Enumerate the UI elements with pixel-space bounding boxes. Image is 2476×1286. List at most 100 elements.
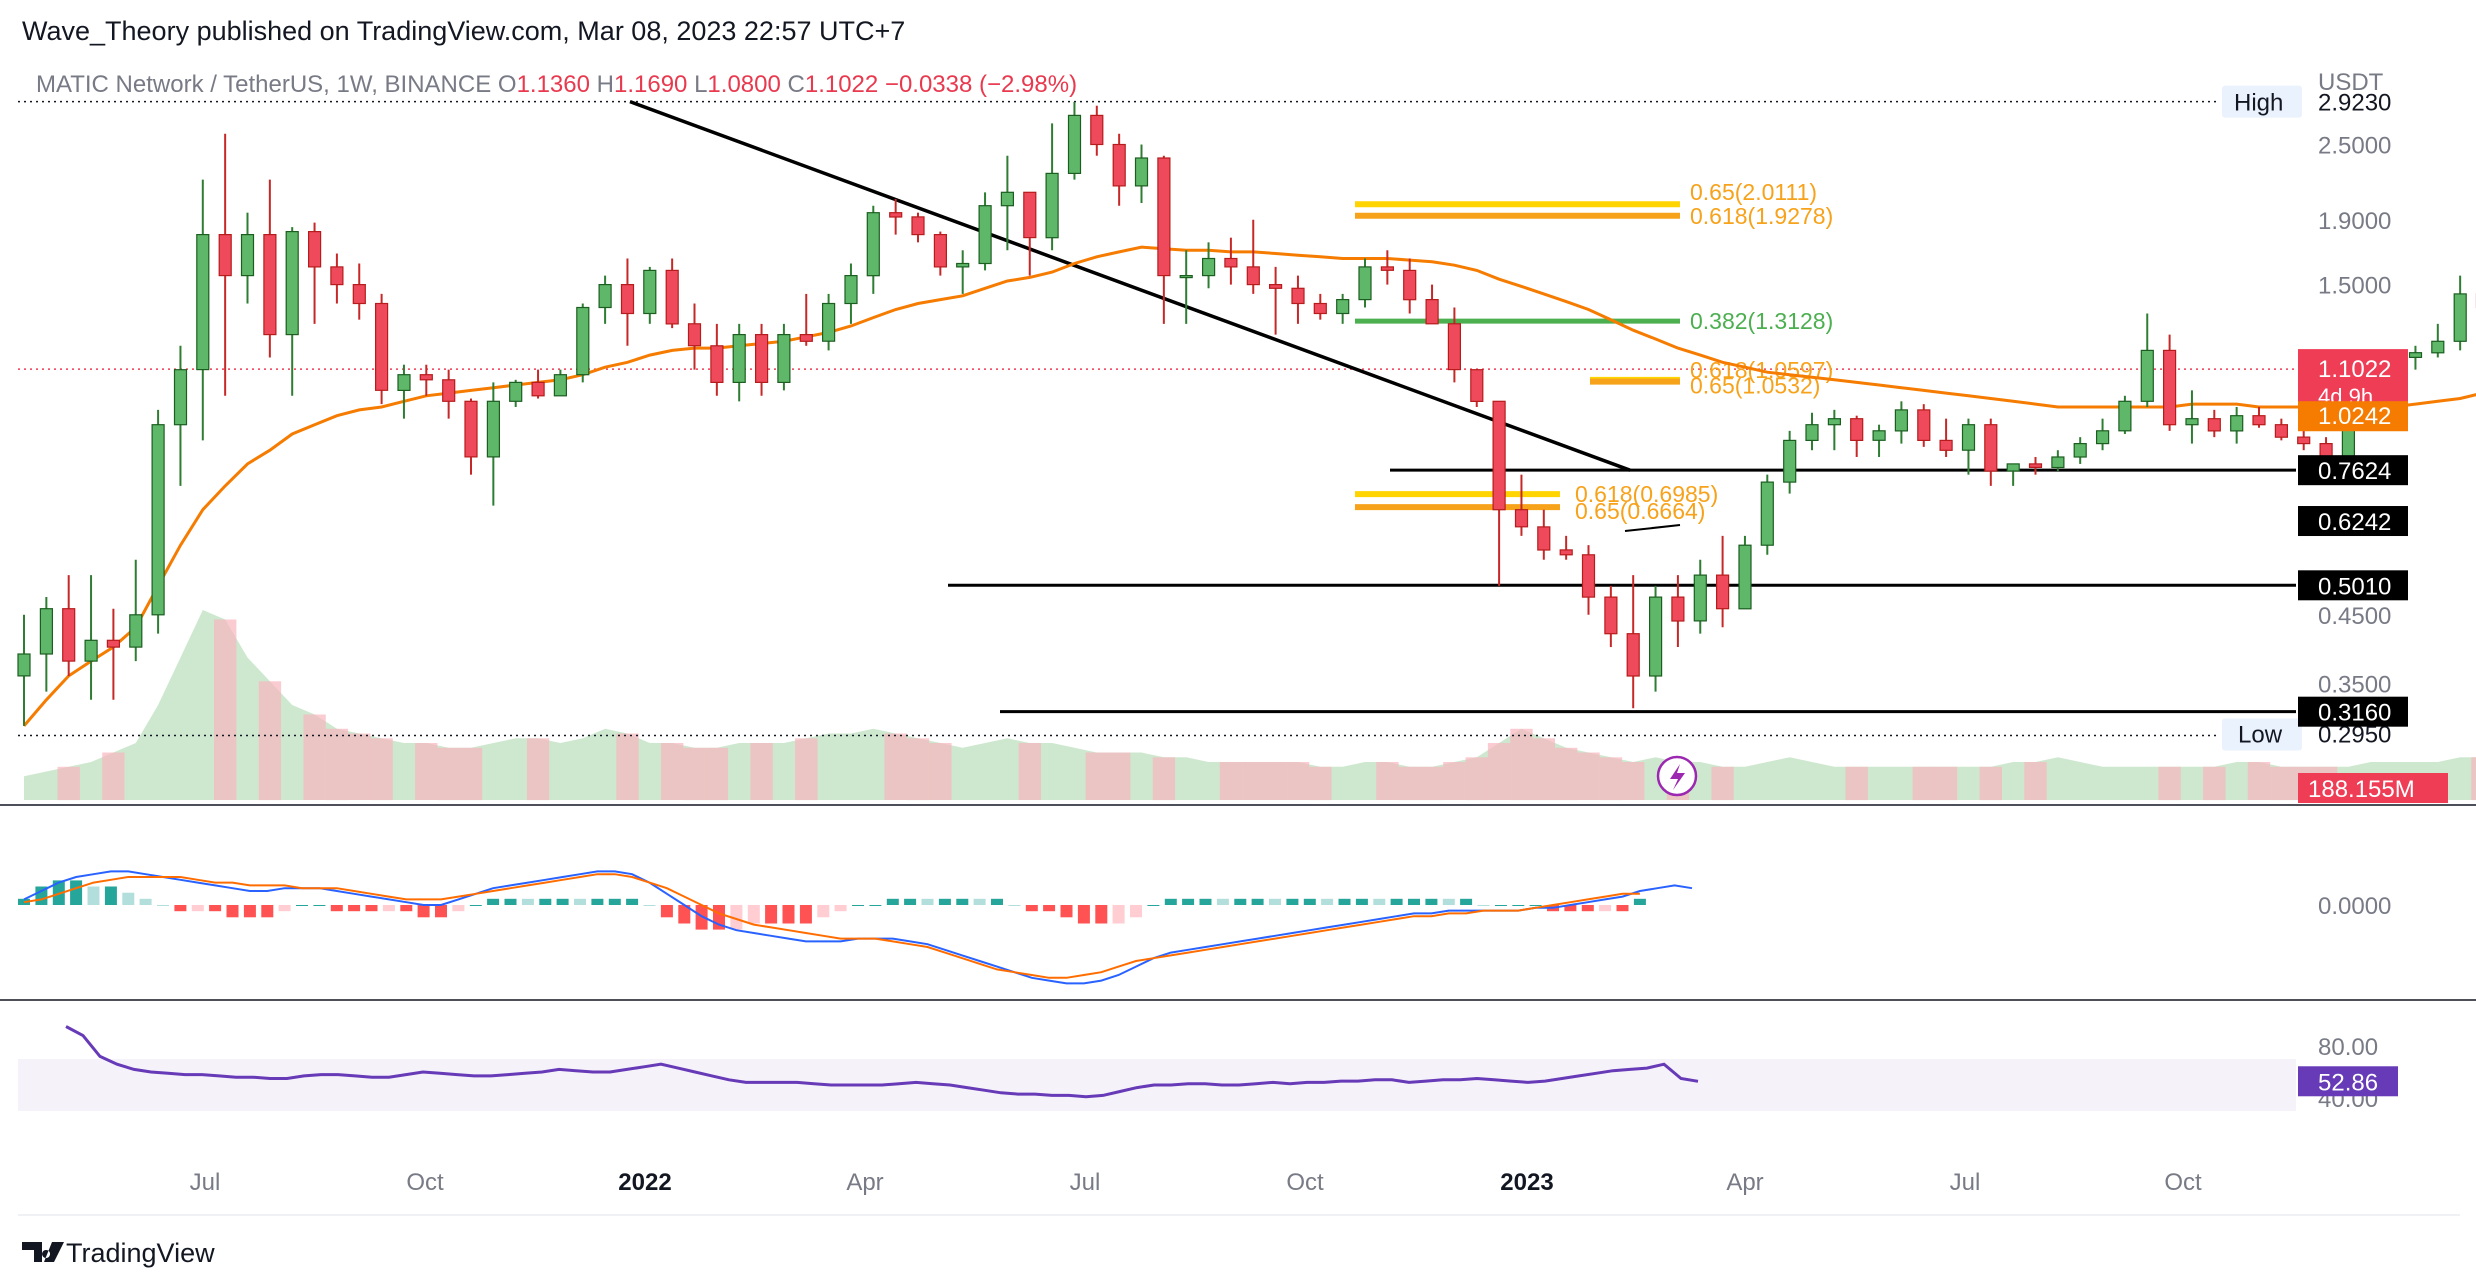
candle-body[interactable]	[308, 231, 322, 268]
candle-body[interactable]	[1715, 574, 1730, 610]
candle-body[interactable]	[1179, 275, 1193, 279]
candle-body[interactable]	[2163, 349, 2177, 426]
tradingview-logo[interactable]	[22, 1242, 64, 1262]
candle-body[interactable]	[509, 381, 523, 402]
candle-body[interactable]	[1268, 284, 1283, 289]
candle-body[interactable]	[956, 262, 970, 268]
candle-body[interactable]	[1090, 114, 1104, 146]
candle-body[interactable]	[1939, 439, 1953, 451]
candle-body[interactable]	[1201, 257, 1216, 277]
candle-body[interactable]	[598, 284, 612, 309]
candle-body[interactable]	[1738, 544, 1752, 610]
candle-body[interactable]	[1581, 554, 1596, 598]
candle-body[interactable]	[442, 379, 456, 402]
candle-body[interactable]	[1336, 299, 1350, 315]
candle-body[interactable]	[1045, 172, 1059, 239]
candle-body[interactable]	[821, 302, 836, 342]
candle-body[interactable]	[84, 639, 98, 662]
candle-body[interactable]	[2230, 415, 2244, 432]
candle-body[interactable]	[1157, 157, 1171, 277]
candle-body[interactable]	[2252, 415, 2266, 426]
candle-body[interactable]	[1291, 287, 1305, 305]
candle-body[interactable]	[106, 639, 121, 648]
candle-body[interactable]	[2028, 463, 2043, 468]
candle-body[interactable]	[799, 334, 813, 342]
candle-body[interactable]	[2408, 352, 2423, 359]
candle-body[interactable]	[151, 424, 165, 616]
candle-body[interactable]	[1850, 418, 1864, 442]
candle-body[interactable]	[62, 608, 76, 662]
candle-body[interactable]	[1537, 526, 1551, 551]
candle-body[interactable]	[1000, 191, 1015, 207]
candle-body[interactable]	[1067, 114, 1082, 175]
candle-body[interactable]	[263, 234, 277, 336]
candle-body[interactable]	[665, 269, 679, 325]
candle-body[interactable]	[1917, 409, 1931, 441]
candle-body[interactable]	[2118, 400, 2132, 432]
candle-body[interactable]	[2207, 418, 2221, 432]
candle-body[interactable]	[1648, 596, 1663, 677]
candle-body[interactable]	[1671, 596, 1685, 622]
candle-body[interactable]	[2006, 463, 2020, 472]
candle-body[interactable]	[1693, 574, 1707, 622]
candle-body[interactable]	[2185, 418, 2199, 426]
candle-body[interactable]	[375, 302, 389, 391]
candle-body[interactable]	[2051, 456, 2065, 469]
candle-body[interactable]	[710, 345, 724, 383]
candle-body[interactable]	[643, 269, 657, 315]
candle-body[interactable]	[866, 212, 880, 277]
candle-body[interactable]	[1514, 509, 1529, 528]
candle-body[interactable]	[285, 231, 299, 336]
candle-body[interactable]	[1984, 424, 1998, 472]
candle-body[interactable]	[240, 234, 255, 277]
candle-body[interactable]	[17, 653, 31, 677]
candle-body[interactable]	[687, 323, 702, 347]
candle-body[interactable]	[1783, 439, 1797, 483]
candle-body[interactable]	[196, 234, 210, 371]
candle-body[interactable]	[397, 374, 411, 392]
candle-body[interactable]	[576, 306, 590, 376]
candle-body[interactable]	[933, 234, 948, 268]
candle-body[interactable]	[1023, 191, 1037, 239]
candle-body[interactable]	[1380, 266, 1395, 271]
candle-body[interactable]	[1403, 269, 1417, 301]
candle-body[interactable]	[1425, 299, 1439, 325]
candle-body[interactable]	[1626, 633, 1640, 677]
candle-body[interactable]	[2453, 293, 2467, 342]
candle-body[interactable]	[754, 334, 769, 384]
candle-body[interactable]	[2297, 436, 2311, 445]
candle-body[interactable]	[1447, 323, 1462, 371]
candle-body[interactable]	[464, 400, 478, 458]
candle-body[interactable]	[486, 400, 500, 458]
candle-body[interactable]	[218, 234, 232, 277]
candle-body[interactable]	[2096, 430, 2110, 445]
candle-body[interactable]	[2431, 340, 2445, 354]
candle-body[interactable]	[531, 381, 545, 397]
candle-body[interactable]	[2073, 443, 2087, 458]
candle-body[interactable]	[330, 266, 344, 286]
candle-body[interactable]	[553, 374, 568, 397]
candle-body[interactable]	[889, 212, 903, 218]
candle-body[interactable]	[1112, 143, 1126, 187]
candle-body[interactable]	[2274, 424, 2288, 438]
candle-body[interactable]	[1470, 369, 1484, 403]
candle-body[interactable]	[1894, 409, 1909, 432]
candle-body[interactable]	[1492, 400, 1506, 511]
candle-body[interactable]	[39, 608, 54, 655]
candle-body[interactable]	[1805, 424, 1819, 442]
candle-body[interactable]	[911, 216, 925, 236]
candle-body[interactable]	[419, 374, 433, 381]
candle-body[interactable]	[173, 369, 188, 426]
candle-body[interactable]	[1961, 424, 1976, 451]
candle-body[interactable]	[1604, 596, 1618, 635]
candle-body[interactable]	[978, 205, 992, 265]
candle-body[interactable]	[352, 284, 366, 305]
candle-body[interactable]	[1313, 302, 1327, 315]
candle-body[interactable]	[1559, 549, 1573, 556]
candle-body[interactable]	[1358, 266, 1372, 301]
candle-body[interactable]	[620, 284, 635, 315]
candle-body[interactable]	[2319, 443, 2333, 458]
candle-body[interactable]	[1224, 257, 1238, 268]
candle-body[interactable]	[1246, 266, 1260, 286]
